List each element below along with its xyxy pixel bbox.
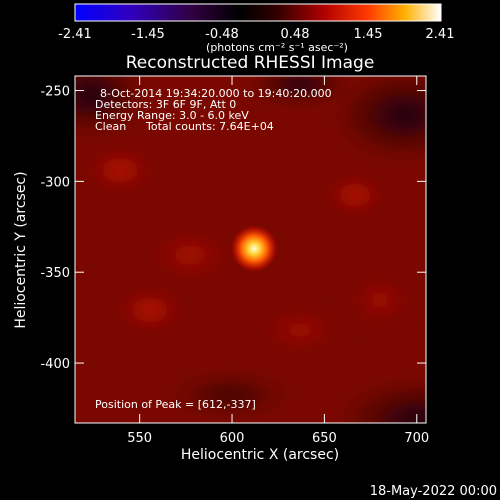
dark-region bbox=[335, 76, 426, 160]
y-axis-title: Heliocentric Y (arcsec) bbox=[13, 171, 29, 328]
bright-region bbox=[135, 220, 245, 290]
dark-region bbox=[75, 76, 145, 135]
y-tick-label: -350 bbox=[40, 266, 70, 281]
y-axis: -250 -300 -350 -400 bbox=[40, 85, 426, 372]
colorbar-tick: 1.45 bbox=[354, 27, 383, 42]
y-tick-label: -400 bbox=[40, 357, 70, 372]
colorbar-tick: -0.48 bbox=[205, 27, 239, 42]
colorbar-unit-label: (photons cm⁻² s⁻¹ asec⁻²) bbox=[206, 41, 348, 54]
x-tick-label: 700 bbox=[404, 431, 429, 446]
annotation-peak-position: Position of Peak = [612,-337] bbox=[95, 398, 256, 411]
x-tick-label: 650 bbox=[312, 431, 337, 446]
colorbar-ticks: -2.41 -1.45 -0.48 0.48 1.45 2.41 bbox=[58, 27, 454, 42]
colorbar-tick: -1.45 bbox=[131, 27, 165, 42]
x-axis-title: Heliocentric X (arcsec) bbox=[181, 447, 339, 463]
bright-region bbox=[245, 300, 355, 360]
bright-region bbox=[105, 280, 195, 340]
peak-source bbox=[230, 224, 279, 273]
dark-region bbox=[340, 380, 426, 423]
annotation-method: Clean bbox=[95, 120, 126, 133]
bright-region bbox=[340, 265, 420, 335]
annotation-energy: Energy Range: 3.0 - 6.0 keV bbox=[95, 109, 249, 122]
colorbar-tick: 0.48 bbox=[281, 27, 310, 42]
heatmap-image bbox=[75, 76, 426, 423]
x-tick-label: 600 bbox=[220, 431, 245, 446]
colorbar bbox=[74, 3, 442, 22]
annotation-counts: Total counts: 7.64E+04 bbox=[145, 120, 274, 133]
annotation-date-range: 8-Oct-2014 19:34:20.000 to 19:40:20.000 bbox=[100, 87, 332, 100]
annotation-block: 8-Oct-2014 19:34:20.000 to 19:40:20.000 … bbox=[95, 87, 332, 133]
y-tick-label: -300 bbox=[40, 175, 70, 190]
plot-title: Reconstructed RHESSI Image bbox=[126, 53, 375, 73]
plot-frame bbox=[74, 75, 427, 424]
x-axis: 550 600 650 700 bbox=[127, 76, 429, 446]
dark-region bbox=[250, 76, 350, 103]
x-tick-label: 550 bbox=[127, 431, 152, 446]
y-tick-label: -250 bbox=[40, 85, 70, 100]
bright-region bbox=[315, 167, 395, 223]
dark-region bbox=[170, 373, 290, 417]
footer-timestamp: 18-May-2022 00:00 bbox=[370, 484, 497, 499]
colorbar-tick: 2.41 bbox=[426, 27, 455, 42]
colorbar-tick: -2.41 bbox=[58, 27, 92, 42]
annotation-detectors: Detectors: 3F 6F 9F, Att 0 bbox=[95, 98, 236, 111]
bright-region bbox=[75, 140, 165, 200]
